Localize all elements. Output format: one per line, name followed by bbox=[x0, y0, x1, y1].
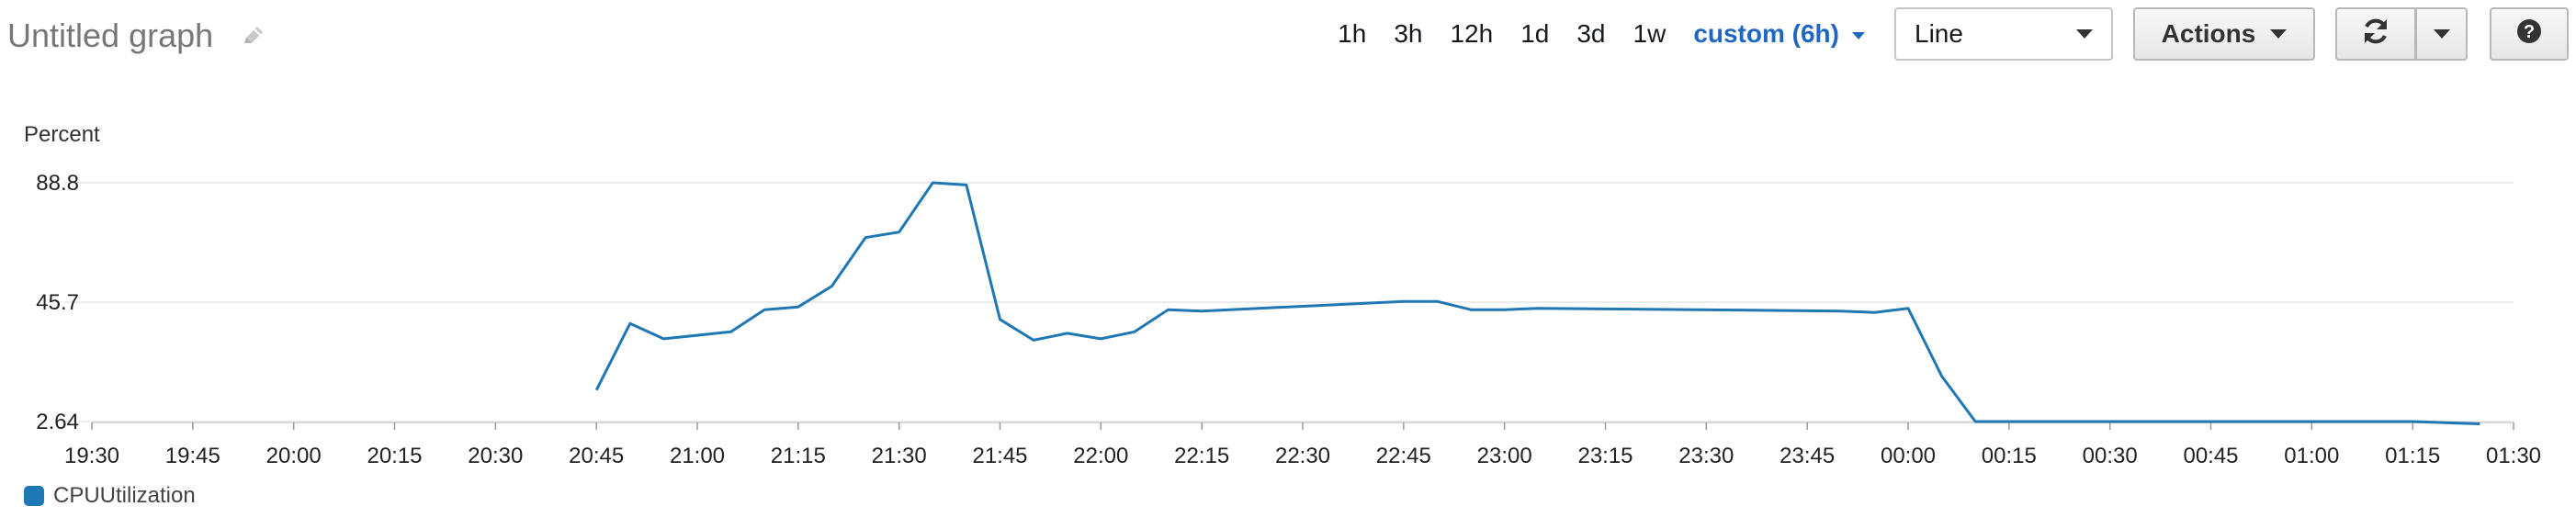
x-tick-label: 01:30 bbox=[2486, 444, 2541, 468]
data-point bbox=[897, 230, 902, 235]
title-area: Untitled graph bbox=[7, 17, 266, 55]
x-tick-label: 22:45 bbox=[1376, 444, 1431, 468]
y-tick-label: 88.8 bbox=[36, 171, 79, 196]
x-tick-label: 19:45 bbox=[165, 444, 220, 468]
x-tick-label: 00:30 bbox=[2083, 444, 2138, 468]
data-point bbox=[1905, 306, 1911, 311]
x-tick-label: 23:00 bbox=[1477, 444, 1532, 468]
data-point bbox=[661, 336, 666, 342]
data-point bbox=[1132, 329, 1137, 334]
x-tick-label: 21:00 bbox=[670, 444, 725, 468]
range-1d[interactable]: 1d bbox=[1520, 19, 1550, 48]
x-tick-label: 23:45 bbox=[1779, 444, 1835, 468]
x-tick-label: 22:30 bbox=[1275, 444, 1330, 468]
data-point bbox=[1468, 307, 1474, 312]
x-tick-label: 23:30 bbox=[1678, 444, 1734, 468]
data-point bbox=[1502, 307, 1508, 312]
data-point bbox=[1434, 298, 1440, 304]
range-3h[interactable]: 3h bbox=[1394, 19, 1423, 48]
line-chart: Percent 2.64 45.7 88.8 19:30 19:45 20:00 20:15 2… bbox=[0, 101, 2576, 529]
chevron-down-icon bbox=[2076, 29, 2093, 39]
range-1h[interactable]: 1h bbox=[1338, 19, 1367, 48]
graph-title[interactable]: Untitled graph bbox=[7, 17, 214, 54]
refresh-icon bbox=[2360, 16, 2391, 53]
data-point bbox=[998, 317, 1003, 322]
x-tick-label: 23:15 bbox=[1577, 444, 1633, 468]
legend-swatch bbox=[24, 486, 44, 506]
data-point bbox=[1535, 306, 1541, 311]
range-3d[interactable]: 3d bbox=[1576, 19, 1606, 48]
data-point bbox=[627, 321, 633, 326]
legend: CPUUtilization bbox=[24, 483, 196, 509]
chart-type-value: Line bbox=[1915, 19, 1963, 48]
x-tick-label: 01:00 bbox=[2284, 444, 2339, 468]
x-tick-label: 19:30 bbox=[64, 444, 119, 468]
x-tick-label: 21:30 bbox=[872, 444, 927, 468]
data-point bbox=[593, 388, 599, 393]
chevron-down-icon bbox=[2433, 29, 2450, 39]
data-point bbox=[796, 304, 801, 310]
y-tick-label: 45.7 bbox=[36, 290, 79, 315]
range-custom-label: custom (6h) bbox=[1693, 19, 1839, 48]
data-point bbox=[1838, 309, 1844, 314]
x-tick-label: 20:45 bbox=[569, 444, 624, 468]
y-axis-label: Percent bbox=[24, 122, 100, 147]
data-point bbox=[2477, 422, 2482, 427]
data-point bbox=[930, 180, 935, 186]
refresh-options-button[interactable] bbox=[2416, 7, 2468, 61]
range-1w[interactable]: 1w bbox=[1633, 19, 1666, 48]
refresh-button-group bbox=[2335, 7, 2468, 61]
x-tick-label: 21:15 bbox=[771, 444, 826, 468]
chart-type-select[interactable]: Line bbox=[1894, 7, 2113, 61]
data-point bbox=[2444, 420, 2449, 425]
svg-text:?: ? bbox=[2524, 22, 2535, 42]
toolbar: 1h 3h 12h 1d 3d 1w custom (6h) Line Acti… bbox=[1338, 6, 2569, 62]
x-tick-label: 22:00 bbox=[1073, 444, 1128, 468]
data-point bbox=[1098, 336, 1103, 342]
data-point bbox=[1972, 419, 1978, 424]
x-tick-label: 20:30 bbox=[468, 444, 523, 468]
data-point bbox=[1166, 307, 1171, 312]
data-point bbox=[863, 235, 868, 241]
x-tick-label: 00:00 bbox=[1881, 444, 1936, 468]
x-tick-label: 01:15 bbox=[2385, 444, 2440, 468]
range-12h[interactable]: 12h bbox=[1450, 19, 1494, 48]
data-point bbox=[1401, 298, 1407, 304]
data-point bbox=[1065, 331, 1070, 336]
actions-button[interactable]: Actions bbox=[2133, 7, 2315, 61]
help-button[interactable]: ? bbox=[2490, 7, 2569, 61]
data-point bbox=[1199, 309, 1204, 314]
data-point bbox=[964, 182, 969, 187]
legend-label-cpuutilization[interactable]: CPUUtilization bbox=[53, 483, 196, 508]
question-icon: ? bbox=[2516, 18, 2542, 51]
x-tick-label: 00:45 bbox=[2183, 444, 2238, 468]
data-point bbox=[762, 307, 767, 312]
data-point bbox=[1871, 310, 1877, 315]
chevron-down-icon bbox=[2270, 29, 2288, 39]
y-tick-label: 2.64 bbox=[36, 410, 79, 434]
actions-label: Actions bbox=[2161, 19, 2256, 48]
data-point bbox=[1031, 337, 1036, 343]
x-tick-label: 22:15 bbox=[1174, 444, 1229, 468]
chevron-down-icon bbox=[1852, 32, 1865, 39]
pencil-icon[interactable] bbox=[241, 23, 266, 49]
x-tick-label: 00:15 bbox=[1982, 444, 2037, 468]
refresh-button[interactable] bbox=[2335, 7, 2416, 61]
data-point bbox=[829, 284, 834, 289]
series-line-cpuutilization bbox=[594, 181, 2480, 425]
x-tick-label: 21:45 bbox=[972, 444, 1027, 468]
data-point bbox=[729, 329, 734, 334]
range-custom-dropdown[interactable]: custom (6h) bbox=[1693, 19, 1865, 49]
data-point bbox=[2410, 419, 2415, 424]
data-point bbox=[1939, 374, 1945, 379]
x-tick-label: 20:15 bbox=[367, 444, 422, 468]
chart-svg: Percent 2.64 45.7 88.8 19:30 19:45 20:00 20:15 2… bbox=[24, 122, 2541, 468]
x-tick-label: 20:00 bbox=[266, 444, 322, 468]
